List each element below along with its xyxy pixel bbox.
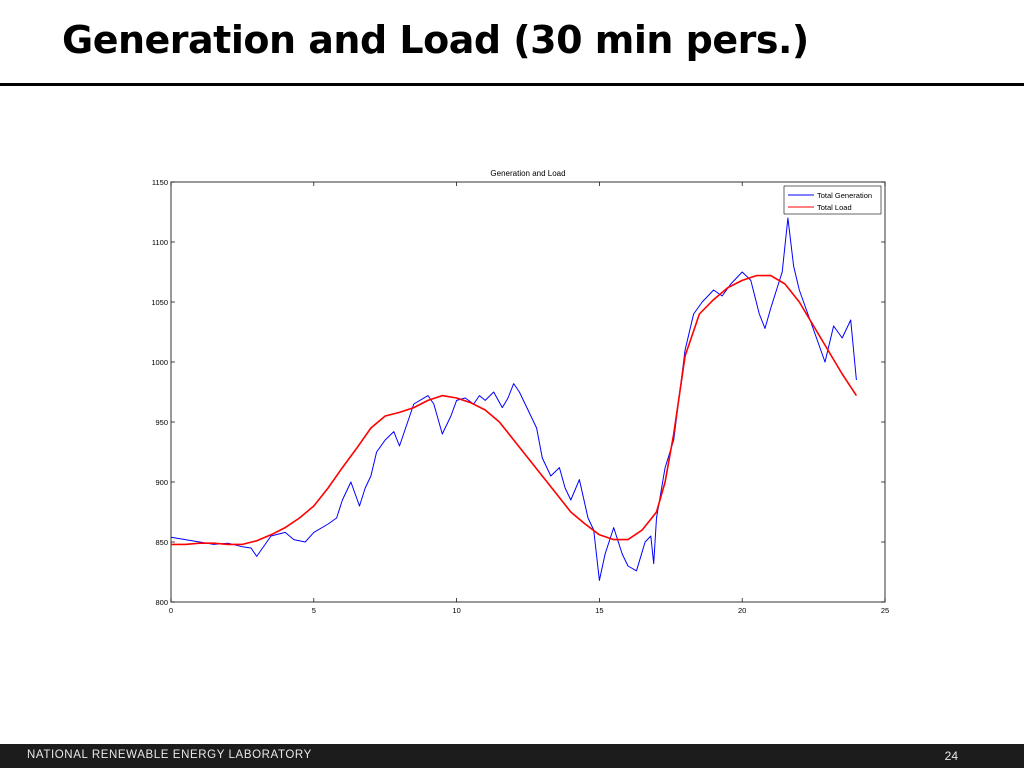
page-number: 24 <box>944 749 958 763</box>
legend: Total Generation Total Load <box>783 185 882 215</box>
y-tick-label: 800 <box>155 598 168 607</box>
chart-title: Generation and Load <box>490 169 565 178</box>
total-generation-line <box>170 217 857 581</box>
y-tick-label: 1050 <box>151 298 168 307</box>
plot-background <box>170 181 886 603</box>
series-group <box>170 217 858 581</box>
x-tick-label: 20 <box>738 606 746 615</box>
axis-ticks: 0 5 10 15 20 25 800 850 900 950 1000 1050 1100 1150 <box>151 178 889 615</box>
y-tick-label: 1000 <box>151 358 168 367</box>
legend-load-label: Total Load <box>817 203 852 212</box>
y-tick-label: 1100 <box>152 238 168 247</box>
legend-box <box>783 185 882 215</box>
x-tick-label: 15 <box>595 606 603 615</box>
x-tick-label: 25 <box>881 606 889 615</box>
footer-bar: NATIONAL RENEWABLE ENERGY LABORATORY 24 <box>0 744 1024 768</box>
x-tick-label: 5 <box>312 606 316 615</box>
footer-organization: NATIONAL RENEWABLE ENERGY LABORATORY <box>27 749 312 761</box>
total-load-line <box>171 274 858 546</box>
y-tick-label: 900 <box>155 478 168 487</box>
legend-generation-label: Total Generation <box>817 191 872 200</box>
y-tick-label: 1150 <box>152 178 168 187</box>
x-tick-label: 0 <box>169 606 173 615</box>
y-tick-label: 950 <box>155 418 168 427</box>
slide-title: Generation and Load (30 min pers.) <box>62 18 809 62</box>
title-divider <box>0 83 1024 86</box>
generation-load-chart: Generation and Load 0 5 10 15 20 25 800 850 900 9… <box>151 169 889 615</box>
y-tick-label: 850 <box>155 538 168 547</box>
x-tick-label: 10 <box>452 606 460 615</box>
